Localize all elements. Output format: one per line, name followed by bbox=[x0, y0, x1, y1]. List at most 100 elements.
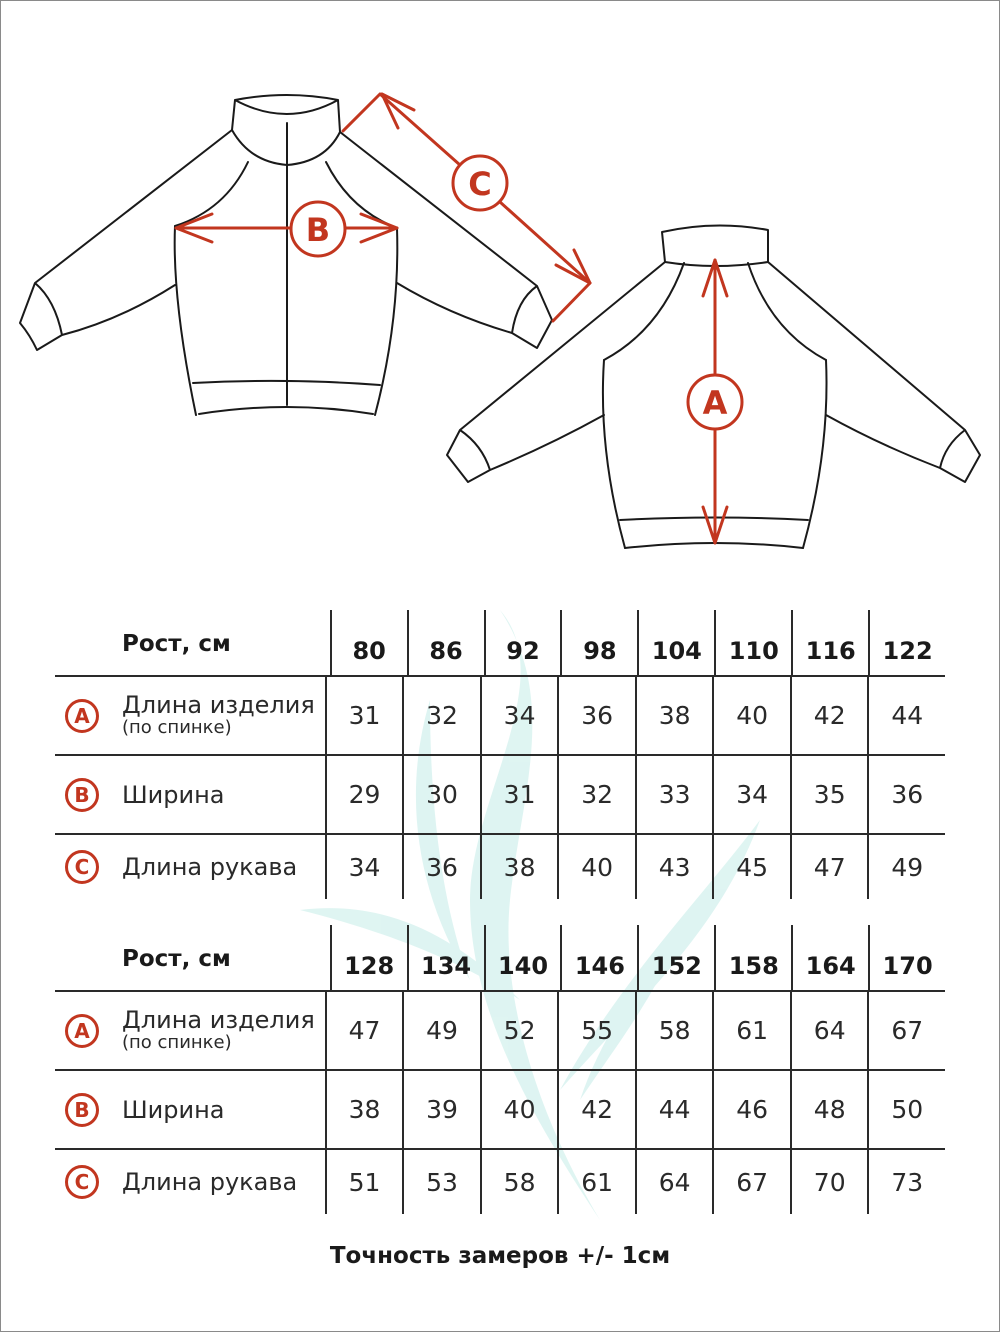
size-header-cell: 164 bbox=[791, 925, 868, 990]
table-row: C Длина рукава 51 53 58 61 64 67 70 73 bbox=[55, 1150, 945, 1214]
table-row: A Длина изделия (по спинке) 47 49 52 55 58 61 64 6… bbox=[55, 992, 945, 1071]
value-cell: 40 bbox=[557, 835, 635, 899]
value-cell: 64 bbox=[789, 992, 868, 1069]
value-cell: 31 bbox=[324, 677, 403, 754]
measurement-badge-icon: A bbox=[65, 1013, 99, 1048]
value-cell: 67 bbox=[867, 992, 945, 1069]
value-cell: 42 bbox=[789, 677, 868, 754]
value-cell: 35 bbox=[789, 756, 868, 833]
size-table-1: Рост, см 80 86 92 98 104 110 116 122 A Длина издел… bbox=[55, 610, 945, 899]
size-header-cell: 110 bbox=[714, 610, 791, 675]
value-cell: 31 bbox=[479, 756, 558, 833]
measurement-label: Длина рукава bbox=[122, 853, 298, 881]
value-cell: 40 bbox=[712, 677, 790, 754]
value-cell: 53 bbox=[402, 1150, 480, 1214]
value-cell: 30 bbox=[402, 756, 480, 833]
value-cell: 58 bbox=[634, 992, 713, 1069]
value-cell: 44 bbox=[867, 677, 945, 754]
size-header-cell: 98 bbox=[560, 610, 637, 675]
value-cell: 38 bbox=[324, 1071, 403, 1148]
value-cell: 55 bbox=[557, 992, 635, 1069]
size-header-cell: 128 bbox=[329, 925, 407, 990]
header-label-cell: Рост, см bbox=[55, 610, 330, 675]
value-cell: 64 bbox=[634, 1150, 713, 1214]
value-cell: 44 bbox=[634, 1071, 713, 1148]
value-cell: 36 bbox=[867, 756, 945, 833]
measurement-badge-icon: B bbox=[65, 777, 99, 812]
value-cell: 67 bbox=[712, 1150, 790, 1214]
measurement-label-cell: B Ширина bbox=[55, 1071, 325, 1148]
height-header: Рост, см bbox=[122, 946, 231, 972]
value-cell: 46 bbox=[712, 1071, 790, 1148]
value-cell: 49 bbox=[867, 835, 945, 899]
value-cell: 40 bbox=[479, 1071, 558, 1148]
value-cell: 49 bbox=[402, 992, 480, 1069]
value-cell: 45 bbox=[712, 835, 790, 899]
size-header-cell: 116 bbox=[791, 610, 868, 675]
back-jacket-outline bbox=[446, 224, 981, 549]
measurement-badge-icon: C bbox=[65, 1165, 99, 1199]
size-header-cell: 152 bbox=[637, 925, 714, 990]
table-row: C Длина рукава 34 36 38 40 43 45 47 49 bbox=[55, 835, 945, 899]
measurement-label: Ширина bbox=[122, 780, 225, 809]
value-cell: 43 bbox=[634, 835, 713, 899]
measure-b-arrow bbox=[174, 200, 399, 258]
value-cell: 36 bbox=[557, 677, 635, 754]
measurement-accuracy-note: Точность замеров +/- 1см bbox=[329, 1243, 671, 1269]
size-header-cell: 134 bbox=[406, 925, 484, 990]
value-cell: 29 bbox=[324, 756, 403, 833]
size-header-cell: 104 bbox=[637, 610, 714, 675]
value-cell: 34 bbox=[324, 835, 403, 899]
value-cell: 58 bbox=[479, 1150, 558, 1214]
value-cell: 34 bbox=[479, 677, 558, 754]
measurement-sublabel: (по спинке) bbox=[122, 1031, 232, 1053]
value-cell: 61 bbox=[557, 1150, 635, 1214]
measurement-badge-icon: A bbox=[65, 698, 99, 733]
value-cell: 36 bbox=[402, 835, 480, 899]
size-header-cell: 122 bbox=[868, 610, 945, 675]
front-jacket-outline bbox=[19, 94, 553, 416]
measurement-label-cell: C Длина рукава bbox=[55, 835, 325, 899]
size-table-2: Рост, см 128 134 140 146 152 158 164 170 A Длина и… bbox=[55, 925, 945, 1214]
measurement-sublabel: (по спинке) bbox=[122, 716, 232, 738]
label-b: B bbox=[306, 211, 330, 249]
value-cell: 47 bbox=[789, 835, 868, 899]
table-header-row: Рост, см 128 134 140 146 152 158 164 170 bbox=[55, 925, 945, 992]
measurement-label-cell: C Длина рукава bbox=[55, 1150, 325, 1214]
value-cell: 52 bbox=[479, 992, 558, 1069]
measurement-label: Длина изделия bbox=[122, 690, 315, 719]
measurement-label: Длина рукава bbox=[122, 1168, 298, 1196]
table-row: B Ширина 38 39 40 42 44 46 48 50 bbox=[55, 1071, 945, 1150]
size-header-cell: 140 bbox=[483, 925, 561, 990]
value-cell: 70 bbox=[789, 1150, 868, 1214]
measurement-badge-icon: C bbox=[65, 850, 99, 884]
value-cell: 73 bbox=[867, 1150, 945, 1214]
measurement-label: Ширина bbox=[122, 1095, 225, 1124]
measurement-label-cell: B Ширина bbox=[55, 756, 325, 833]
value-cell: 33 bbox=[634, 756, 713, 833]
value-cell: 39 bbox=[402, 1071, 480, 1148]
table-row: B Ширина 29 30 31 32 33 34 35 36 bbox=[55, 756, 945, 835]
value-cell: 32 bbox=[557, 756, 635, 833]
measurement-label-cell: A Длина изделия (по спинке) bbox=[55, 992, 325, 1069]
value-cell: 42 bbox=[557, 1071, 635, 1148]
measurement-label-cell: A Длина изделия (по спинке) bbox=[55, 677, 325, 754]
size-header-cell: 158 bbox=[714, 925, 791, 990]
size-header-cell: 146 bbox=[560, 925, 637, 990]
value-cell: 32 bbox=[402, 677, 480, 754]
value-cell: 51 bbox=[324, 1150, 403, 1214]
value-cell: 38 bbox=[479, 835, 558, 899]
label-c: C bbox=[468, 165, 491, 203]
measurement-badge-icon: B bbox=[65, 1092, 99, 1127]
size-header-cell: 92 bbox=[483, 610, 561, 675]
size-header-cell: 80 bbox=[329, 610, 407, 675]
height-header: Рост, см bbox=[122, 631, 231, 657]
label-a: A bbox=[703, 384, 728, 422]
value-cell: 48 bbox=[789, 1071, 868, 1148]
size-header-cell: 86 bbox=[406, 610, 484, 675]
header-label-cell: Рост, см bbox=[55, 925, 330, 990]
value-cell: 47 bbox=[324, 992, 403, 1069]
measure-a-arrow bbox=[686, 258, 744, 545]
value-cell: 34 bbox=[712, 756, 790, 833]
